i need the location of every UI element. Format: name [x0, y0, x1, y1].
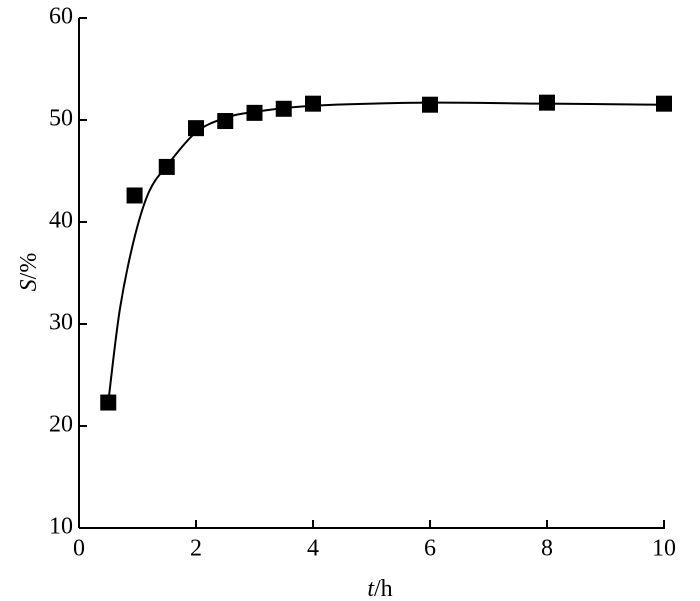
y-tick-label: 20	[49, 412, 73, 438]
data-point	[217, 113, 234, 130]
y-tick-label: 10	[49, 514, 73, 540]
x-tick-label: 10	[652, 536, 676, 562]
data-point	[422, 96, 438, 113]
data-point	[126, 187, 143, 204]
x-tick-label: 0	[73, 536, 85, 562]
y-tick-label: 40	[49, 208, 73, 234]
fit-curve	[107, 101, 665, 403]
x-tick-label: 4	[307, 536, 319, 562]
data-point	[188, 120, 204, 137]
data-point	[158, 158, 175, 175]
y-tick-label: 50	[49, 106, 73, 132]
data-point	[539, 94, 555, 111]
x-tick-label: 8	[541, 536, 553, 562]
data-point	[305, 95, 321, 112]
y-tick-label: 60	[49, 4, 73, 30]
x-tick-label: 6	[424, 536, 436, 562]
data-point	[100, 394, 117, 411]
data-point	[246, 104, 263, 121]
data-point	[656, 95, 672, 112]
y-axis-label: S/%	[16, 253, 42, 292]
y-tick-label: 30	[49, 310, 73, 336]
x-axis-label: t/h	[367, 576, 392, 601]
x-tick-label: 2	[190, 536, 202, 562]
data-point	[275, 100, 292, 117]
